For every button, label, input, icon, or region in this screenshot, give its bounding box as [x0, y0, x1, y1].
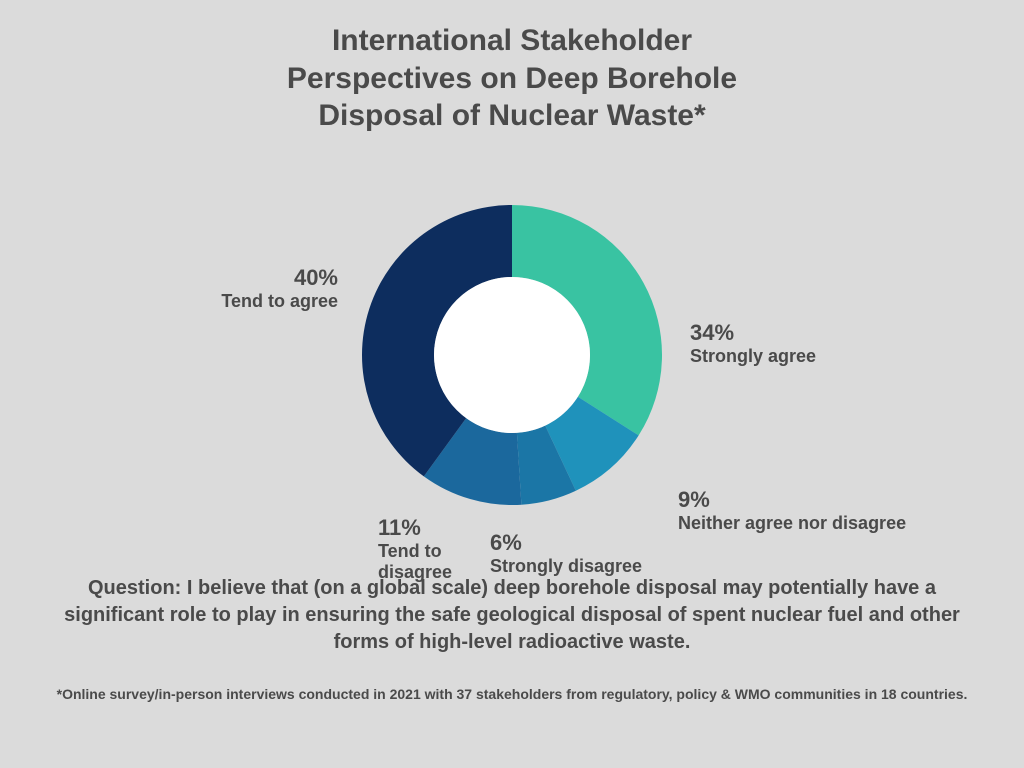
label-pct-tend_agree: 40% — [221, 265, 338, 291]
donut-chart — [362, 205, 662, 505]
label-text-strongly_disagree: Strongly disagree — [490, 556, 642, 578]
chart-title: International StakeholderPerspectives on… — [0, 0, 1024, 135]
label-text-tend_disagree: Tend todisagree — [378, 541, 452, 584]
label-neither: 9%Neither agree nor disagree — [678, 487, 906, 535]
label-text-strongly_agree: Strongly agree — [690, 346, 816, 368]
survey-question: Question: I believe that (on a global sc… — [0, 575, 1024, 656]
label-pct-tend_disagree: 11% — [378, 515, 452, 541]
label-text-neither: Neither agree nor disagree — [678, 513, 906, 535]
donut-chart-region: 34%Strongly agree 9%Neither agree nor dis… — [0, 135, 1024, 575]
label-pct-neither: 9% — [678, 487, 906, 513]
label-pct-strongly_agree: 34% — [690, 320, 816, 346]
label-text-tend_agree: Tend to agree — [221, 291, 338, 313]
label-pct-strongly_disagree: 6% — [490, 530, 642, 556]
label-tend_agree: 40%Tend to agree — [221, 265, 338, 313]
footnote: *Online survey/in-person interviews cond… — [0, 686, 1024, 702]
donut-hole — [434, 277, 590, 433]
label-strongly_disagree: 6%Strongly disagree — [490, 530, 642, 578]
label-tend_disagree: 11%Tend todisagree — [378, 515, 452, 585]
label-strongly_agree: 34%Strongly agree — [690, 320, 816, 368]
